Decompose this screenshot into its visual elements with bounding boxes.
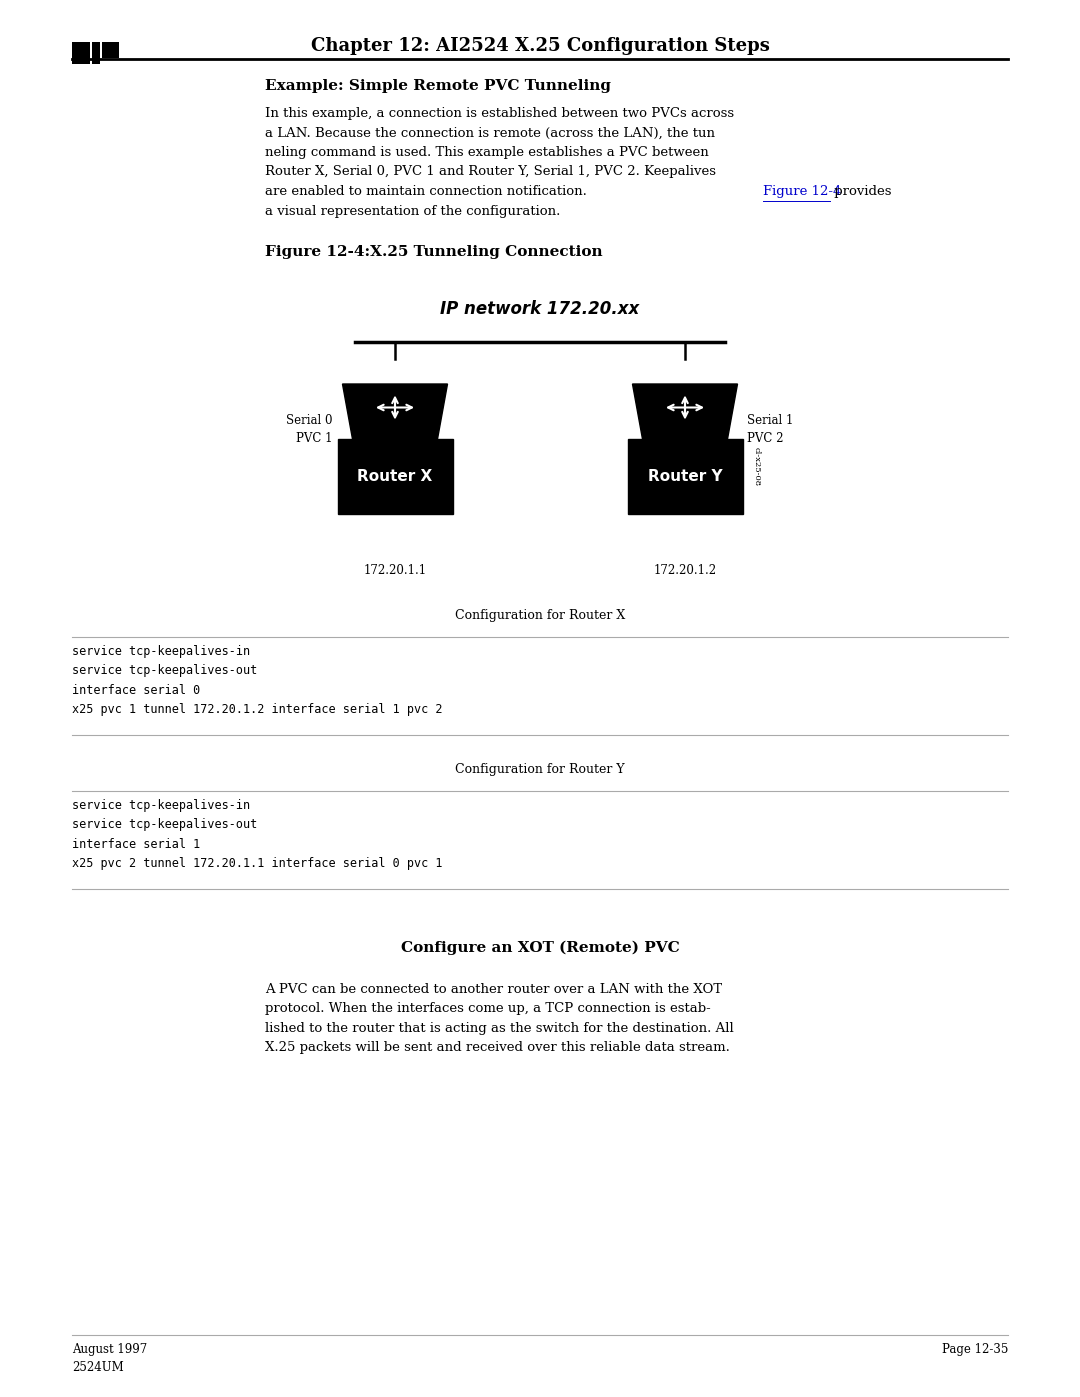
Text: Page 12-35: Page 12-35 [942,1343,1008,1356]
Bar [102,42,119,59]
Text: Router X, Serial 0, PVC 1 and Router Y, Serial 1, PVC 2. Keepalives: Router X, Serial 0, PVC 1 and Router Y, … [265,165,716,179]
Text: a visual representation of the configuration.: a visual representation of the configura… [265,204,561,218]
Text: Serial 0: Serial 0 [286,414,333,426]
Polygon shape [633,384,738,439]
Text: August 1997: August 1997 [72,1343,147,1356]
Text: 2524UM: 2524UM [72,1361,124,1375]
Text: service tcp-keepalives-in
service tcp-keepalives-out
interface serial 0
x25 pvc : service tcp-keepalives-in service tcp-ke… [72,644,443,717]
Bar [627,439,743,514]
Text: 172.20.1.2: 172.20.1.2 [653,563,716,577]
Text: cl-x25-08: cl-x25-08 [753,447,761,486]
Text: Chapter 12: AI2524 X.25 Configuration Steps: Chapter 12: AI2524 X.25 Configuration St… [311,36,769,54]
Text: PVC 1: PVC 1 [297,432,333,444]
Text: Configure an XOT (Remote) PVC: Configure an XOT (Remote) PVC [401,940,679,956]
Text: IP network 172.20.xx: IP network 172.20.xx [441,299,639,317]
Text: X.25 packets will be sent and received over this reliable data stream.: X.25 packets will be sent and received o… [265,1041,730,1053]
Text: neling command is used. This example establishes a PVC between: neling command is used. This example est… [265,147,708,159]
Text: A PVC can be connected to another router over a LAN with the XOT: A PVC can be connected to another router… [265,982,723,996]
Text: protocol. When the interfaces come up, a TCP connection is estab-: protocol. When the interfaces come up, a… [265,1002,711,1016]
Text: a LAN. Because the connection is remote (across the LAN), the tun: a LAN. Because the connection is remote … [265,127,715,140]
Text: Serial 1: Serial 1 [747,414,794,426]
Bar [72,42,90,64]
Bar [337,439,453,514]
Text: Router X: Router X [357,469,433,483]
Text: 172.20.1.1: 172.20.1.1 [364,563,427,577]
Text: Configuration for Router X: Configuration for Router X [455,609,625,622]
Text: Figure 12-4:X.25 Tunneling Connection: Figure 12-4:X.25 Tunneling Connection [265,244,603,258]
Text: Example: Simple Remote PVC Tunneling: Example: Simple Remote PVC Tunneling [265,80,611,94]
Polygon shape [342,384,447,439]
Text: In this example, a connection is established between two PVCs across: In this example, a connection is establi… [265,108,734,120]
Text: Configuration for Router Y: Configuration for Router Y [455,763,625,775]
Text: are enabled to maintain connection notification.: are enabled to maintain connection notif… [265,184,591,198]
Text: provides: provides [831,184,891,198]
Bar [92,42,100,64]
Text: lished to the router that is acting as the switch for the destination. All: lished to the router that is acting as t… [265,1021,733,1035]
Text: PVC 2: PVC 2 [747,432,783,444]
Text: service tcp-keepalives-in
service tcp-keepalives-out
interface serial 1
x25 pvc : service tcp-keepalives-in service tcp-ke… [72,799,443,870]
Text: Figure 12-4: Figure 12-4 [762,184,841,198]
Text: Router Y: Router Y [648,469,723,483]
